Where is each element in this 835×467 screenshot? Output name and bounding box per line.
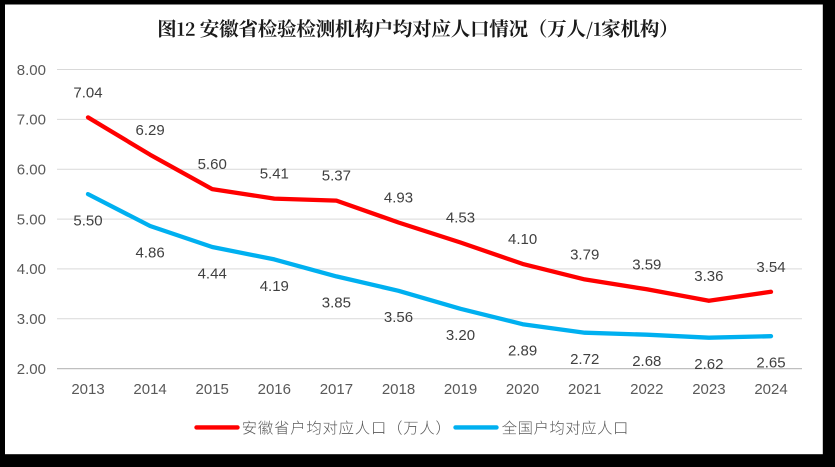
svg-text:4.10: 4.10 bbox=[508, 231, 537, 248]
svg-text:3.00: 3.00 bbox=[17, 311, 46, 328]
svg-text:2014: 2014 bbox=[133, 381, 166, 398]
svg-text:3.36: 3.36 bbox=[694, 268, 723, 285]
svg-text:6.29: 6.29 bbox=[135, 122, 164, 139]
svg-text:3.54: 3.54 bbox=[756, 259, 785, 276]
svg-text:2.68: 2.68 bbox=[632, 353, 661, 370]
svg-text:2.00: 2.00 bbox=[17, 361, 46, 378]
svg-text:4.93: 4.93 bbox=[384, 190, 413, 207]
svg-text:7.00: 7.00 bbox=[17, 112, 46, 129]
svg-text:2.65: 2.65 bbox=[756, 355, 785, 372]
svg-text:2020: 2020 bbox=[506, 381, 539, 398]
svg-text:4.86: 4.86 bbox=[135, 244, 164, 261]
svg-text:2.89: 2.89 bbox=[508, 343, 537, 360]
svg-text:2018: 2018 bbox=[382, 381, 415, 398]
svg-text:2023: 2023 bbox=[692, 381, 725, 398]
svg-text:6.00: 6.00 bbox=[17, 162, 46, 179]
svg-text:2017: 2017 bbox=[320, 381, 353, 398]
svg-text:2.72: 2.72 bbox=[570, 351, 599, 368]
svg-text:5.00: 5.00 bbox=[17, 211, 46, 228]
svg-text:2.62: 2.62 bbox=[694, 356, 723, 373]
svg-text:5.37: 5.37 bbox=[322, 168, 351, 185]
svg-text:2019: 2019 bbox=[444, 381, 477, 398]
svg-text:4.00: 4.00 bbox=[17, 261, 46, 278]
svg-text:4.19: 4.19 bbox=[260, 278, 289, 295]
svg-text:5.50: 5.50 bbox=[73, 213, 102, 230]
svg-text:7.04: 7.04 bbox=[73, 84, 102, 101]
svg-text:3.85: 3.85 bbox=[322, 295, 351, 312]
svg-text:2015: 2015 bbox=[196, 381, 229, 398]
svg-text:3.56: 3.56 bbox=[384, 309, 413, 326]
svg-text:2016: 2016 bbox=[258, 381, 291, 398]
svg-text:5.60: 5.60 bbox=[198, 156, 227, 173]
svg-text:3.59: 3.59 bbox=[632, 256, 661, 273]
svg-text:2024: 2024 bbox=[754, 381, 787, 398]
svg-text:2021: 2021 bbox=[568, 381, 601, 398]
svg-text:3.20: 3.20 bbox=[446, 327, 475, 344]
svg-text:2022: 2022 bbox=[630, 381, 663, 398]
svg-text:5.41: 5.41 bbox=[260, 166, 289, 183]
svg-text:4.44: 4.44 bbox=[198, 265, 227, 282]
svg-text:3.79: 3.79 bbox=[570, 246, 599, 263]
svg-text:4.53: 4.53 bbox=[446, 210, 475, 227]
svg-text:2013: 2013 bbox=[71, 381, 104, 398]
svg-text:8.00: 8.00 bbox=[17, 62, 46, 79]
